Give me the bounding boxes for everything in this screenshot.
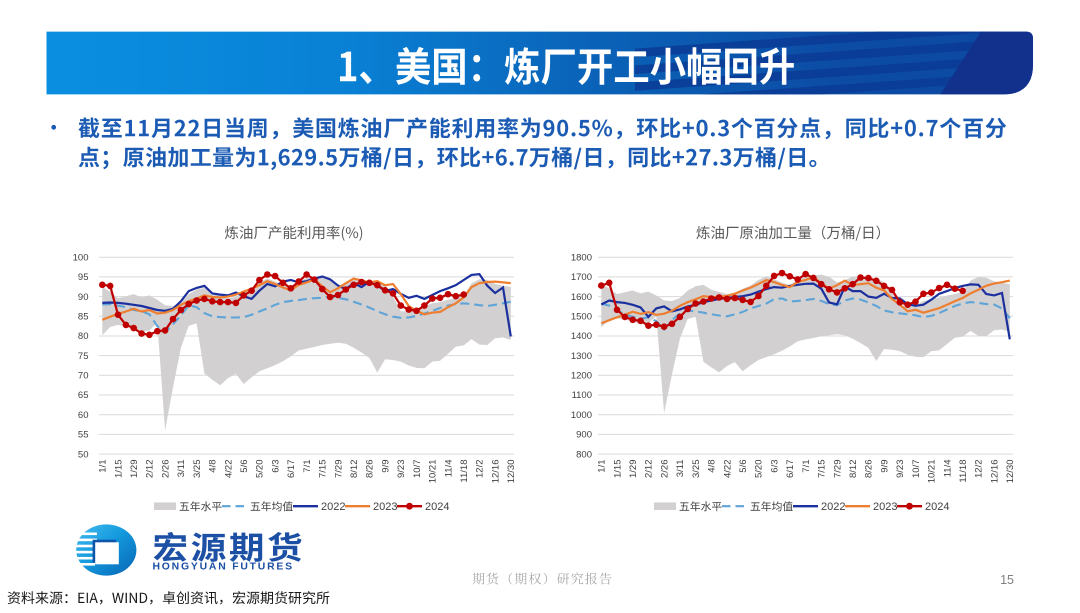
svg-text:1700: 1700	[571, 272, 592, 283]
svg-text:65: 65	[78, 390, 89, 401]
svg-text:1300: 1300	[571, 351, 592, 362]
svg-text:2023: 2023	[873, 501, 897, 513]
svg-text:15: 15	[1000, 573, 1014, 587]
svg-text:5/6: 5/6	[239, 460, 250, 473]
svg-text:12/2: 12/2	[475, 460, 486, 479]
svg-text:5/6: 5/6	[738, 460, 749, 473]
svg-text:2024: 2024	[925, 501, 949, 513]
svg-text:6/17: 6/17	[785, 460, 796, 479]
svg-text:1200: 1200	[571, 371, 592, 382]
svg-text:9/23: 9/23	[895, 460, 906, 479]
svg-text:7/29: 7/29	[832, 460, 843, 479]
svg-text:1000: 1000	[571, 410, 592, 421]
svg-text:11/18: 11/18	[958, 460, 969, 483]
svg-text:7/15: 7/15	[817, 460, 828, 479]
svg-text:55: 55	[78, 430, 89, 441]
svg-text:1/29: 1/29	[628, 460, 639, 479]
svg-text:2/12: 2/12	[145, 460, 156, 479]
svg-text:85: 85	[78, 312, 89, 323]
svg-text:7/29: 7/29	[333, 460, 344, 479]
svg-text:7/15: 7/15	[318, 460, 329, 479]
svg-text:2/26: 2/26	[659, 460, 670, 479]
svg-text:2023: 2023	[373, 501, 397, 513]
svg-text:12/2: 12/2	[974, 460, 985, 479]
svg-text:9/9: 9/9	[879, 460, 890, 473]
svg-text:95: 95	[78, 272, 89, 283]
svg-text:75: 75	[78, 351, 89, 362]
svg-text:8/26: 8/26	[365, 460, 376, 479]
svg-text:1/1: 1/1	[98, 460, 109, 473]
svg-text:5/20: 5/20	[255, 460, 266, 479]
svg-text:10/7: 10/7	[412, 460, 423, 479]
svg-text:1100: 1100	[572, 390, 592, 401]
svg-text:6/3: 6/3	[270, 460, 281, 473]
svg-text:800: 800	[576, 449, 592, 460]
svg-text:3/11: 3/11	[176, 460, 187, 478]
svg-text:80: 80	[78, 331, 89, 342]
svg-text:2/26: 2/26	[160, 460, 171, 479]
svg-text:HONGYUAN FUTURES: HONGYUAN FUTURES	[153, 561, 294, 572]
svg-text:4/22: 4/22	[223, 460, 234, 479]
svg-text:1/29: 1/29	[129, 460, 140, 479]
svg-text:50: 50	[78, 449, 89, 460]
svg-text:12/30: 12/30	[506, 460, 517, 484]
svg-text:11/18: 11/18	[459, 460, 470, 483]
svg-text:70: 70	[78, 371, 89, 382]
svg-text:1/1: 1/1	[597, 460, 608, 473]
svg-text:60: 60	[78, 410, 89, 421]
svg-text:4/8: 4/8	[707, 460, 718, 473]
svg-text:1400: 1400	[571, 331, 592, 342]
svg-text:90: 90	[78, 292, 89, 303]
svg-text:3/25: 3/25	[192, 460, 203, 479]
svg-text:2/12: 2/12	[644, 460, 655, 479]
svg-text:7/1: 7/1	[801, 460, 812, 473]
svg-text:1800: 1800	[571, 252, 592, 263]
svg-text:8/12: 8/12	[848, 460, 859, 479]
svg-text:1/15: 1/15	[612, 460, 623, 479]
svg-text:5/20: 5/20	[754, 460, 765, 479]
svg-text:4/8: 4/8	[208, 460, 219, 473]
svg-text:1500: 1500	[571, 312, 592, 323]
svg-text:12/30: 12/30	[1005, 460, 1016, 484]
svg-text:10/7: 10/7	[911, 460, 922, 479]
svg-text:11/4: 11/4	[942, 460, 953, 478]
svg-text:12/16: 12/16	[490, 460, 501, 484]
svg-text:6/3: 6/3	[769, 460, 780, 473]
svg-text:1600: 1600	[571, 292, 592, 303]
svg-text:900: 900	[576, 430, 592, 441]
svg-text:2024: 2024	[425, 501, 449, 513]
svg-text:11/4: 11/4	[443, 460, 454, 478]
svg-text:7/1: 7/1	[302, 460, 313, 473]
svg-text:2022: 2022	[821, 501, 845, 513]
svg-text:9/9: 9/9	[380, 460, 391, 473]
svg-text:8/12: 8/12	[349, 460, 360, 479]
svg-text:10/21: 10/21	[927, 460, 938, 484]
svg-text:2022: 2022	[321, 501, 345, 513]
svg-text:9/23: 9/23	[396, 460, 407, 479]
svg-text:4/22: 4/22	[722, 460, 733, 479]
svg-text:1/15: 1/15	[113, 460, 124, 479]
svg-text:10/21: 10/21	[428, 460, 439, 484]
svg-text:6/17: 6/17	[286, 460, 297, 479]
svg-text:12/16: 12/16	[989, 460, 1000, 484]
svg-text:3/25: 3/25	[691, 460, 702, 479]
svg-text:100: 100	[73, 252, 89, 263]
svg-text:3/11: 3/11	[675, 460, 686, 478]
svg-text:8/26: 8/26	[864, 460, 875, 479]
